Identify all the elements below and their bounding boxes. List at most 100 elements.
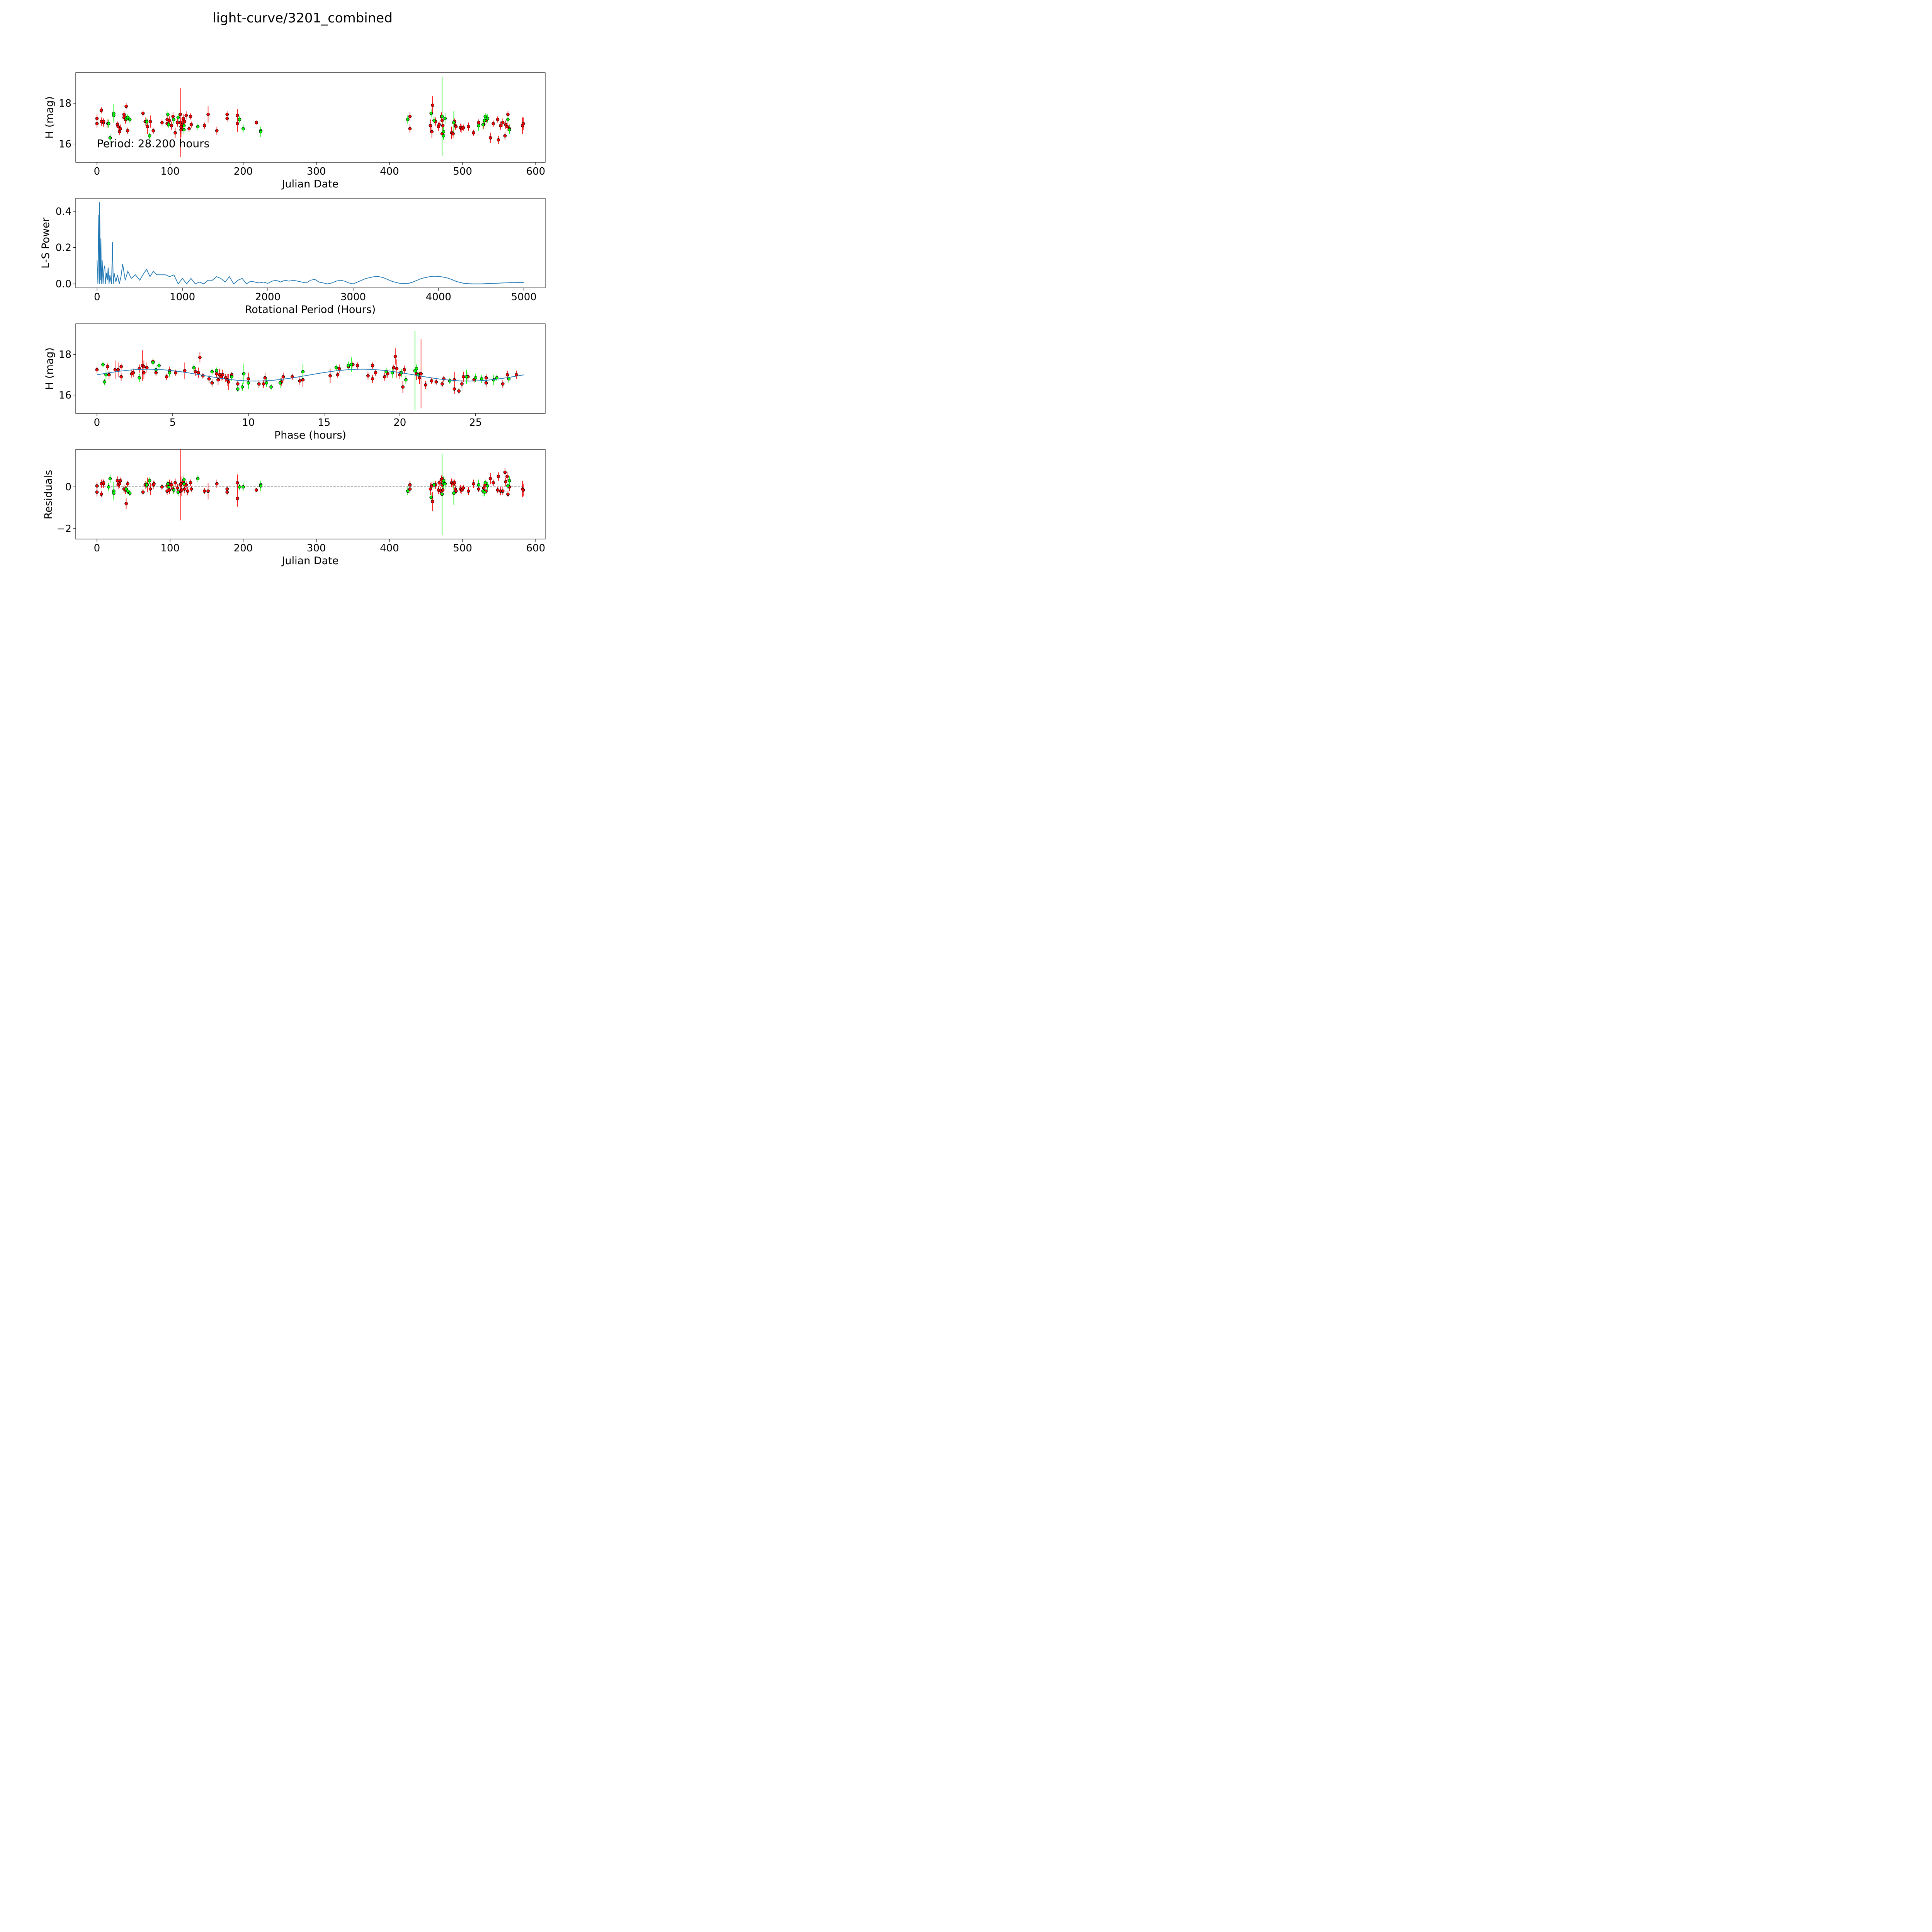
phased-red-point <box>371 377 374 381</box>
residuals-red-point <box>437 481 441 485</box>
lightcurve-red-point <box>430 130 434 134</box>
residuals-green-point <box>182 478 186 481</box>
phased-green-point <box>301 370 305 374</box>
residuals-red-point <box>141 490 145 494</box>
residuals-red-point <box>202 489 206 493</box>
lightcurve-green-point <box>148 134 151 138</box>
residuals-red-point <box>431 500 434 503</box>
residuals-red-point <box>99 492 103 496</box>
residuals-red-point <box>95 490 99 494</box>
phased-red-point <box>194 370 197 374</box>
figure-title: light-curve/3201_combined <box>213 10 393 26</box>
lightcurve-green-point <box>259 130 263 134</box>
periodogram-plot: 0 1000 2000 3000 4000 5000 0.0 0.2 0.4 <box>56 198 546 303</box>
periodogram-plot-area <box>97 202 524 285</box>
residuals-red-point <box>497 474 500 478</box>
phased-red-point <box>142 365 146 369</box>
lightcurve-xtick-label: 100 <box>160 166 180 177</box>
phased-plot: 0 5 10 15 20 25 16 18 <box>59 323 546 429</box>
lightcurve-ytick-label: 16 <box>59 139 71 150</box>
phased-red-point <box>198 355 202 359</box>
lightcurve-red-point <box>408 127 412 131</box>
phased-red-point <box>113 368 117 371</box>
residuals-green-point <box>148 479 151 483</box>
residuals-red-point <box>95 484 99 488</box>
lightcurve-red-point <box>499 124 502 128</box>
lightcurve-red-point <box>189 115 192 118</box>
lightcurve-green-point <box>477 124 481 128</box>
lightcurve-green-point <box>112 114 116 117</box>
phased-red-point <box>119 375 123 379</box>
residuals-green-point <box>483 481 487 485</box>
phased-red-point <box>174 371 177 374</box>
lightcurve-green-point <box>481 123 485 126</box>
lightcurve-red-point <box>119 127 122 131</box>
phased-red-point <box>403 368 406 371</box>
residuals-green-point <box>128 492 132 495</box>
phased-green-point <box>415 367 418 371</box>
phased-green-point <box>334 366 338 369</box>
phased-red-point <box>119 365 123 369</box>
lightcurve-green-point <box>196 125 200 129</box>
periodogram-xtick-label: 0 <box>94 291 100 303</box>
lightcurve-red-point <box>95 122 99 126</box>
lightcurve-red-point <box>477 121 481 124</box>
lightcurve-red-point <box>440 119 444 122</box>
residuals-ylabel: Residuals <box>43 470 54 519</box>
phased-ylabel: H (mag) <box>44 347 56 390</box>
residuals-red-point <box>206 489 210 493</box>
lightcurve-red-point <box>141 112 145 115</box>
lightcurve-green-point <box>442 130 446 134</box>
lightcurve-green-point <box>238 117 242 121</box>
phased-axes-frame <box>75 323 546 414</box>
lightcurve-green-point <box>166 112 170 116</box>
phased-red-point <box>355 364 359 367</box>
residuals-green-point <box>196 477 200 480</box>
residuals-xtick-label: 400 <box>380 543 399 554</box>
lightcurve-red-point <box>441 124 445 128</box>
lightcurve-green-point <box>440 115 444 118</box>
phased-green-point <box>464 375 468 379</box>
lightcurve-red-point <box>187 127 191 131</box>
lightcurve-xtick-label: 400 <box>380 166 399 177</box>
periodogram-ytick-label: 0.4 <box>56 206 71 218</box>
residuals-red-point <box>454 489 458 493</box>
lightcurve-green-point <box>483 119 486 122</box>
phased-red-point <box>154 371 158 374</box>
phased-green-point <box>265 381 269 385</box>
phased-fit-curve <box>97 369 524 382</box>
residuals-red-point <box>167 488 171 492</box>
phased-red-point <box>501 382 505 386</box>
lightcurve-red-point <box>179 112 182 116</box>
lightcurve-red-point <box>437 123 441 126</box>
residuals-green-point <box>507 479 511 483</box>
residuals-ytick-label: 0 <box>65 481 71 493</box>
phased-red-point <box>430 379 434 383</box>
lightcurve-red-point <box>497 138 500 142</box>
phased-red-point <box>419 372 423 376</box>
residuals-xtick-label: 300 <box>307 543 326 554</box>
phased-red-point <box>257 382 261 386</box>
residuals-green-point <box>242 485 245 489</box>
residuals-red-point <box>116 479 119 483</box>
lightcurve-xtick-label: 500 <box>453 166 472 177</box>
phased-xtick-label: 5 <box>170 417 176 429</box>
lightcurve-red-point <box>95 117 99 120</box>
lightcurve-red-point <box>472 131 475 134</box>
residuals-red-point <box>408 487 412 491</box>
lightcurve-xtick-label: 200 <box>234 166 253 177</box>
phased-red-point <box>383 375 386 379</box>
phased-red-point <box>298 379 302 383</box>
residuals-red-point <box>189 487 193 491</box>
lightcurve-red-point <box>181 117 185 120</box>
phased-red-point <box>207 377 211 381</box>
lightcurve-red-point <box>503 134 507 138</box>
phased-red-point <box>247 377 250 381</box>
residuals-green-point <box>440 492 444 496</box>
phased-green-point <box>138 376 141 380</box>
residuals-red-point <box>119 479 122 483</box>
phased-xtick-label: 20 <box>393 417 406 429</box>
residuals-red-point <box>488 477 492 480</box>
residuals-axes-frame <box>75 449 546 539</box>
phased-red-point <box>434 380 438 384</box>
